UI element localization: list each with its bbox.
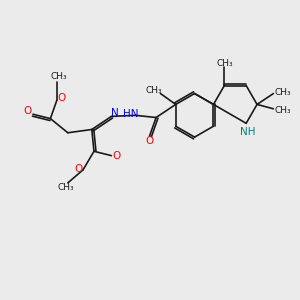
Text: CH₃: CH₃ bbox=[216, 58, 233, 68]
Text: O: O bbox=[24, 106, 32, 116]
Text: CH₃: CH₃ bbox=[274, 106, 291, 115]
Text: HN: HN bbox=[123, 109, 138, 119]
Text: O: O bbox=[74, 164, 82, 174]
Text: O: O bbox=[146, 136, 154, 146]
Text: O: O bbox=[58, 93, 66, 103]
Text: CH₃: CH₃ bbox=[58, 183, 74, 192]
Text: CH₃: CH₃ bbox=[274, 88, 291, 97]
Text: CH₃: CH₃ bbox=[145, 86, 162, 95]
Text: NH: NH bbox=[240, 127, 256, 137]
Text: N: N bbox=[110, 108, 118, 118]
Text: CH₃: CH₃ bbox=[51, 72, 67, 81]
Text: O: O bbox=[112, 151, 121, 160]
